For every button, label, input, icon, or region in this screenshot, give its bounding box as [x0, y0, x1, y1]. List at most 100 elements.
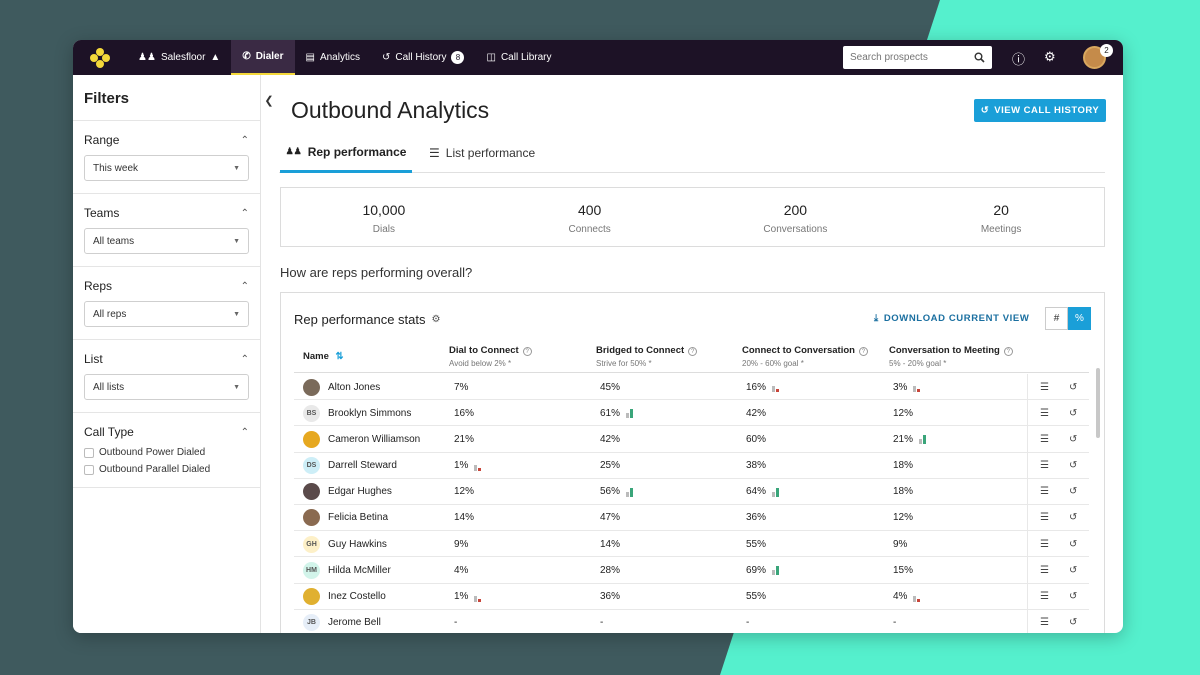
- table-row[interactable]: Inez Costello 1% 36% 55% 4% ☰ ↺: [294, 583, 1089, 610]
- sort-icon[interactable]: ⇅: [335, 351, 344, 362]
- button-label: DOWNLOAD CURRENT VIEW: [883, 313, 1030, 324]
- table-row[interactable]: Felicia Betina 14% 47% 36% 12% ☰ ↺: [294, 504, 1089, 532]
- chevron-left-icon[interactable]: ❮: [264, 94, 274, 107]
- list-icon[interactable]: ☰: [1040, 407, 1049, 419]
- table-row[interactable]: Cameron Williamson 21% 42% 60% 21% ☰ ↺: [294, 426, 1089, 453]
- avatar: HM: [303, 561, 320, 579]
- column-bridged-to-connect[interactable]: Bridged to Connect? Strive for 50% *: [596, 345, 698, 368]
- column-label: Name: [303, 351, 329, 362]
- list-icon[interactable]: ☰: [1040, 538, 1049, 550]
- list-icon[interactable]: ☰: [1040, 591, 1049, 602]
- nav-dialer[interactable]: ✆ Dialer: [231, 40, 295, 75]
- table-row[interactable]: HM Hilda McMiller 4% 28% 69% 15% ☰ ↺: [294, 557, 1089, 584]
- gear-icon[interactable]: ⚙: [431, 314, 441, 325]
- rep-name-cell: Edgar Hughes: [303, 479, 392, 505]
- help-icon[interactable]: ?: [688, 347, 698, 356]
- help-icon[interactable]: ?: [522, 347, 532, 356]
- table-row[interactable]: GH Guy Hawkins 9% 14% 55% 9% ☰ ↺: [294, 531, 1089, 558]
- column-dial-to-connect[interactable]: Dial to Connect? Avoid below 2% *: [449, 345, 532, 368]
- metric-cell: 4%: [893, 584, 921, 610]
- chevron-up-icon[interactable]: ⌃: [240, 353, 249, 365]
- chevron-up-icon[interactable]: ⌃: [240, 207, 249, 219]
- list-icon[interactable]: ☰: [1040, 617, 1049, 629]
- toggle-count[interactable]: #: [1045, 307, 1068, 330]
- table-row[interactable]: JB Jerome Bell - - - - ☰ ↺: [294, 609, 1089, 633]
- metric-cell: 55%: [746, 531, 766, 557]
- list-icon[interactable]: ☰: [1040, 564, 1049, 576]
- checkbox[interactable]: [84, 464, 94, 475]
- call-type-option[interactable]: Outbound Power Dialed: [84, 447, 249, 458]
- table-row[interactable]: Edgar Hughes 12% 56% 64% 18% ☰ ↺: [294, 478, 1089, 505]
- search-icon[interactable]: [974, 52, 985, 63]
- help-icon[interactable]: ⓘ: [1012, 52, 1026, 67]
- column-divider: [1027, 452, 1028, 479]
- gear-icon[interactable]: ⚙: [1044, 49, 1056, 64]
- list-icon[interactable]: ☰: [1040, 460, 1049, 472]
- checkbox[interactable]: [84, 447, 94, 458]
- column-divider: [1027, 374, 1028, 400]
- collapse-sidebar-button[interactable]: ❮: [261, 75, 277, 125]
- metric-value: 61%: [600, 407, 621, 419]
- search-box[interactable]: [843, 46, 992, 69]
- range-select[interactable]: This week ▼: [84, 155, 249, 181]
- reps-select[interactable]: All reps ▼: [84, 301, 249, 327]
- nav-call-history[interactable]: ↺ Call History 8: [371, 40, 476, 75]
- history-icon[interactable]: ↺: [1069, 407, 1078, 419]
- view-call-history-button[interactable]: ↺ VIEW CALL HISTORY: [974, 99, 1106, 122]
- download-current-view-button[interactable]: ⤓ DOWNLOAD CURRENT VIEW: [874, 313, 1029, 324]
- column-name-header[interactable]: Name ⇅: [303, 351, 343, 362]
- column-conversation-to-meeting[interactable]: Conversation to Meeting? 5% - 20% goal *: [889, 345, 1013, 368]
- history-icon[interactable]: ↺: [1069, 486, 1078, 498]
- column-divider: [1027, 400, 1028, 427]
- list-icon[interactable]: ☰: [1040, 381, 1049, 393]
- chevron-up-icon[interactable]: ⌃: [240, 134, 249, 146]
- stat-label: Conversations: [763, 224, 828, 235]
- filter-reps-header[interactable]: Reps ⌃: [84, 279, 249, 293]
- table-row[interactable]: DS Darrell Steward 1% 25% 38% 18% ☰ ↺: [294, 452, 1089, 479]
- history-icon[interactable]: ↺: [1069, 460, 1078, 472]
- list-select[interactable]: All lists ▼: [84, 374, 249, 400]
- history-icon[interactable]: ↺: [1069, 433, 1078, 445]
- search-input[interactable]: [850, 52, 960, 63]
- table-row[interactable]: Alton Jones 7% 45% 16% 3% ☰ ↺: [294, 374, 1089, 401]
- section-question: How are reps performing overall?: [280, 265, 473, 280]
- nav-label: Call History: [395, 52, 447, 63]
- history-icon[interactable]: ↺: [1069, 512, 1078, 524]
- nav-call-library[interactable]: ◫ Call Library: [475, 40, 562, 75]
- number-percent-toggle: # %: [1045, 307, 1091, 330]
- tab-list-performance[interactable]: ☰ List performance: [429, 133, 535, 173]
- chevron-up-icon[interactable]: ⌃: [240, 426, 249, 438]
- call-type-option[interactable]: Outbound Parallel Dialed: [84, 464, 249, 475]
- logo-icon[interactable]: [73, 40, 127, 75]
- option-label: Outbound Parallel Dialed: [99, 464, 211, 475]
- table-scrollbar[interactable]: [1096, 368, 1100, 438]
- chevron-up-icon[interactable]: ⌃: [240, 280, 249, 292]
- rep-name: Alton Jones: [328, 381, 381, 393]
- history-icon[interactable]: ↺: [1069, 564, 1078, 576]
- table-row[interactable]: BS Brooklyn Simmons 16% 61% 42% 12% ☰ ↺: [294, 400, 1089, 427]
- tab-rep-performance[interactable]: ♟♟ Rep performance: [280, 133, 412, 173]
- list-icon[interactable]: ☰: [1040, 433, 1049, 445]
- help-icon[interactable]: ?: [858, 347, 868, 356]
- nav-salesfloor[interactable]: ♟♟ Salesfloor ▲: [127, 40, 231, 75]
- rep-name: Inez Costello: [328, 591, 386, 602]
- filter-teams-header[interactable]: Teams ⌃: [84, 206, 249, 220]
- history-icon[interactable]: ↺: [1069, 591, 1078, 602]
- history-icon[interactable]: ↺: [1069, 617, 1078, 629]
- help-icon[interactable]: ?: [1003, 347, 1013, 356]
- toggle-percent[interactable]: %: [1068, 307, 1091, 330]
- filter-range-header[interactable]: Range ⌃: [84, 133, 249, 147]
- list-icon[interactable]: ☰: [1040, 512, 1049, 524]
- filter-list-header[interactable]: List ⌃: [84, 352, 249, 366]
- teams-select[interactable]: All teams ▼: [84, 228, 249, 254]
- column-connect-to-conversation[interactable]: Connect to Conversation? 20% - 60% goal …: [742, 345, 868, 368]
- list-icon[interactable]: ☰: [1040, 486, 1049, 498]
- metric-cell: 1%: [454, 453, 482, 479]
- metric-cell: 56%: [600, 479, 634, 505]
- history-icon[interactable]: ↺: [1069, 538, 1078, 550]
- metric-cell: 61%: [600, 400, 634, 426]
- nav-analytics[interactable]: ▤ Analytics: [295, 40, 371, 75]
- filter-call-type-header[interactable]: Call Type ⌃: [84, 425, 249, 439]
- above-goal-icon: [772, 487, 780, 497]
- history-icon[interactable]: ↺: [1069, 381, 1078, 393]
